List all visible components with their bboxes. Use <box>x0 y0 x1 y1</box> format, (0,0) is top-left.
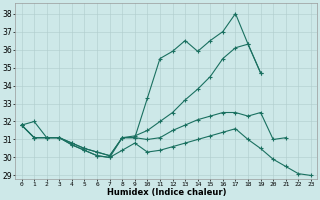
X-axis label: Humidex (Indice chaleur): Humidex (Indice chaleur) <box>107 188 226 197</box>
